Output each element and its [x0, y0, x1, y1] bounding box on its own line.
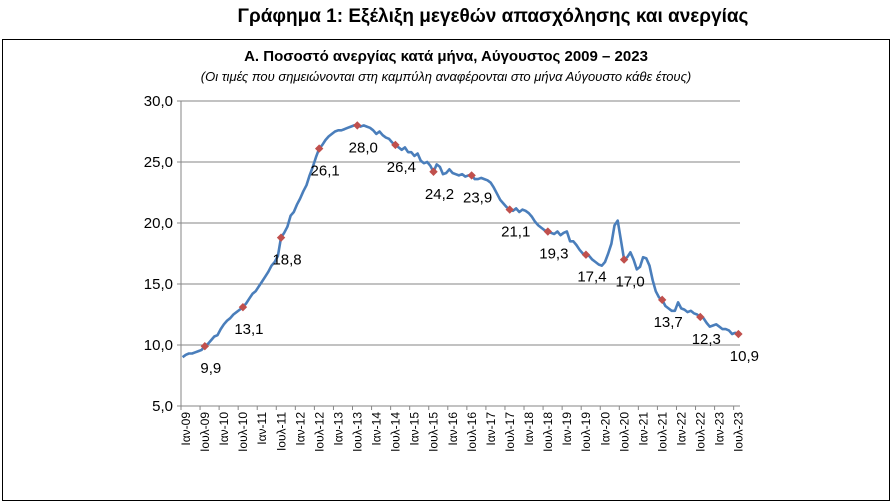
august-marker: [429, 167, 438, 176]
y-tick-label: 15,0: [144, 276, 173, 293]
x-tick-label: Ιαν-23: [713, 412, 727, 446]
x-tick-label: Ιαν-10: [217, 412, 231, 446]
x-tick-label: Ιουλ-18: [541, 412, 555, 452]
gridlines: [181, 100, 740, 346]
data-label: 21,1: [501, 224, 530, 241]
chart-frame: [2, 39, 890, 501]
axes: 5,0 10,0 15,0 20,0 25,0 30,0 Ιαν-09 Ιουλ-09 Ιαν-…: [144, 93, 746, 452]
x-tick-label: Ιουλ-12: [312, 412, 326, 452]
august-marker: [200, 342, 210, 351]
unemployment-rate-line: [181, 124, 739, 359]
x-tick-label: Ιαν-09: [179, 412, 193, 446]
august-marker: [543, 227, 553, 236]
page-title: Γράφημα 1: Εξέλιξη μεγεθών απασχόλησης κ…: [237, 6, 749, 27]
august-marker: [657, 295, 667, 305]
august-marker: [619, 255, 629, 264]
x-tick-label: Ιαν-15: [408, 412, 422, 446]
august-marker: [581, 250, 591, 259]
x-tick-label: Ιουλ-23: [732, 412, 746, 452]
x-tick-label: Ιουλ-17: [503, 412, 517, 452]
august-marker: [467, 171, 476, 180]
data-label: 23,9: [463, 189, 492, 206]
x-tick-label: Ιουλ-21: [655, 412, 669, 452]
x-tick-label: Ιουλ-09: [198, 412, 212, 452]
x-tick-label: Ιαν-17: [484, 412, 498, 446]
data-label: 12,3: [692, 331, 721, 348]
x-tick-label: Ιαν-20: [598, 412, 612, 446]
data-label: 26,4: [387, 159, 416, 176]
y-tick-label: 30,0: [144, 93, 173, 110]
x-tick-label: Ιαν-14: [370, 412, 384, 446]
x-tick-label: Ιαν-16: [446, 412, 460, 446]
y-tick-label: 10,0: [144, 337, 173, 354]
data-label: 26,1: [311, 163, 340, 180]
data-label: 13,1: [234, 321, 263, 338]
x-tick-label: Ιουλ-22: [694, 412, 708, 452]
x-tick-label: Ιαν-18: [522, 412, 536, 446]
x-tick-label: Ιαν-22: [674, 412, 688, 446]
data-label: 13,7: [654, 314, 683, 331]
x-tick-label: Ιουλ-19: [579, 412, 593, 452]
y-tick-label: 5,0: [152, 398, 173, 415]
august-marker: [696, 312, 705, 322]
data-label: 9,9: [200, 360, 221, 377]
august-marker: [238, 302, 248, 312]
y-tick-label: 25,0: [144, 154, 173, 171]
data-label: 19,3: [539, 246, 568, 263]
x-tick-label: Ιουλ-20: [617, 412, 631, 452]
data-label: 17,4: [577, 269, 606, 286]
data-label: 18,8: [272, 252, 301, 269]
y-tick-label: 20,0: [144, 215, 173, 232]
chart-title: Α. Ποσοστό ανεργίας κατά μήνα, Αύγουστος…: [244, 48, 648, 65]
x-tick-label: Ιαν-19: [560, 412, 574, 446]
x-tick-label: Ιουλ-11: [274, 412, 288, 451]
august-markers: 9,9 13,1 18,8 26,1 28,0 26,4 24,2 23,9 21,1 19,3 1…: [200, 121, 759, 377]
x-tick-label: Ιαν-21: [636, 412, 650, 446]
chart-subtitle: (Οι τιμές που σημειώνονται στη καμπύλη α…: [201, 69, 691, 84]
august-marker: [505, 205, 514, 214]
x-tick-label: Ιουλ-16: [465, 412, 479, 452]
data-label: 28,0: [349, 139, 378, 156]
august-marker: [734, 329, 743, 339]
x-tick-label: Ιαν-11: [255, 412, 269, 445]
x-tick-label: Ιουλ-13: [351, 412, 365, 452]
x-tick-label: Ιαν-12: [293, 412, 307, 446]
august-marker: [353, 121, 362, 130]
data-label: 17,0: [615, 274, 644, 291]
august-marker: [391, 140, 400, 150]
data-label: 24,2: [425, 186, 454, 203]
x-tick-label: Ιουλ-14: [389, 412, 403, 452]
august-marker: [314, 144, 324, 153]
data-label: 10,9: [730, 348, 759, 365]
x-tick-label: Ιουλ-15: [427, 412, 441, 452]
august-marker: [276, 233, 286, 242]
series-line: [181, 124, 739, 359]
x-tick-label: Ιουλ-10: [236, 412, 250, 452]
x-tick-label: Ιαν-13: [331, 412, 345, 446]
